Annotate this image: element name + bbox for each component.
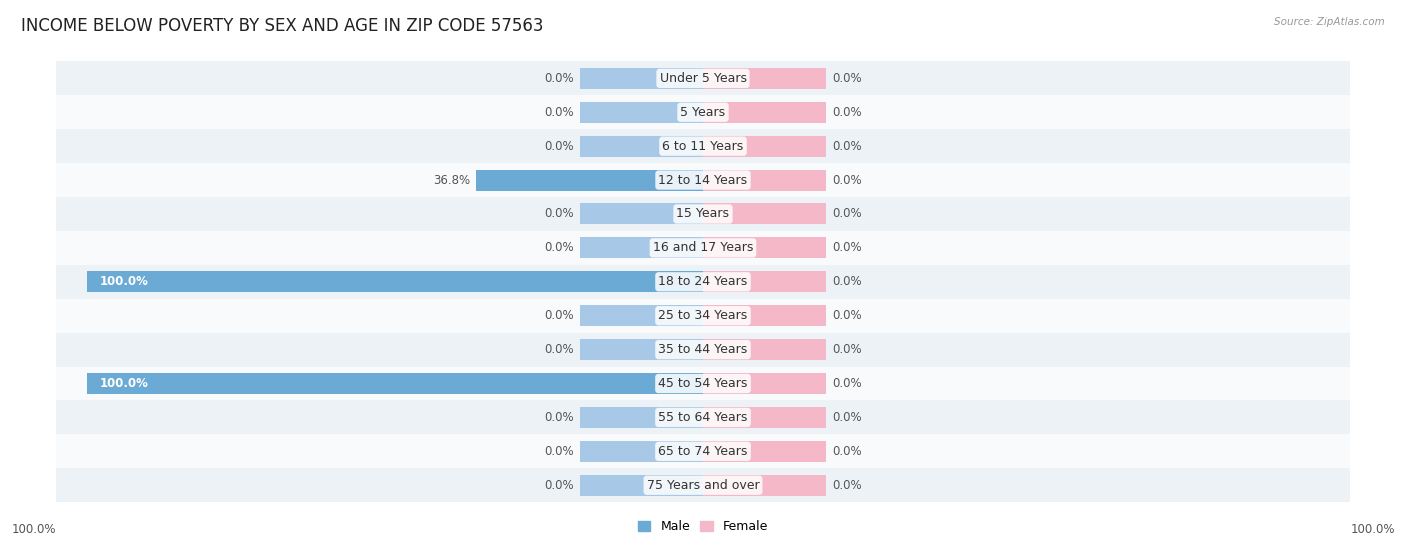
Text: 0.0%: 0.0% (832, 377, 862, 390)
Text: 0.0%: 0.0% (544, 208, 574, 220)
Bar (87, 271, 703, 292)
Bar (56, 333, 1350, 367)
Text: 0.0%: 0.0% (544, 343, 574, 356)
Bar (703, 102, 827, 123)
Bar (579, 237, 703, 258)
Text: 75 Years and over: 75 Years and over (647, 479, 759, 492)
Bar (579, 305, 703, 326)
Bar (56, 231, 1350, 265)
Bar (703, 204, 827, 224)
Text: 0.0%: 0.0% (544, 445, 574, 458)
Text: 0.0%: 0.0% (832, 479, 862, 492)
Bar (703, 441, 827, 462)
Text: 100.0%: 100.0% (1350, 523, 1395, 536)
Bar (703, 339, 827, 360)
Text: 100.0%: 100.0% (100, 377, 148, 390)
Text: 65 to 74 Years: 65 to 74 Years (658, 445, 748, 458)
Text: 0.0%: 0.0% (544, 309, 574, 322)
Text: 0.0%: 0.0% (544, 72, 574, 85)
Bar (56, 197, 1350, 231)
Text: 100.0%: 100.0% (11, 523, 56, 536)
Bar (703, 407, 827, 428)
Bar (579, 68, 703, 89)
Text: 0.0%: 0.0% (544, 242, 574, 254)
Bar (579, 204, 703, 224)
Text: Under 5 Years: Under 5 Years (659, 72, 747, 85)
Bar (703, 373, 827, 394)
Text: 0.0%: 0.0% (832, 174, 862, 186)
Bar (56, 299, 1350, 333)
Text: 36.8%: 36.8% (433, 174, 470, 186)
Text: 0.0%: 0.0% (544, 411, 574, 424)
Bar (56, 468, 1350, 502)
Legend: Male, Female: Male, Female (638, 521, 768, 533)
Text: 18 to 24 Years: 18 to 24 Years (658, 275, 748, 288)
Text: 5 Years: 5 Years (681, 106, 725, 119)
Bar (579, 136, 703, 157)
Text: 0.0%: 0.0% (832, 309, 862, 322)
Bar (703, 271, 827, 292)
Bar (56, 401, 1350, 434)
Bar (579, 339, 703, 360)
Text: 0.0%: 0.0% (832, 106, 862, 119)
Bar (56, 163, 1350, 197)
Text: 0.0%: 0.0% (832, 343, 862, 356)
Bar (703, 136, 827, 157)
Bar (703, 475, 827, 496)
Bar (579, 407, 703, 428)
Text: 0.0%: 0.0% (832, 242, 862, 254)
Bar (87, 373, 703, 394)
Text: 0.0%: 0.0% (832, 411, 862, 424)
Text: 12 to 14 Years: 12 to 14 Years (658, 174, 748, 186)
Text: 0.0%: 0.0% (832, 445, 862, 458)
Text: 100.0%: 100.0% (100, 275, 148, 288)
Bar (703, 68, 827, 89)
Bar (703, 237, 827, 258)
Text: 0.0%: 0.0% (832, 208, 862, 220)
Text: 16 and 17 Years: 16 and 17 Years (652, 242, 754, 254)
Text: 35 to 44 Years: 35 to 44 Years (658, 343, 748, 356)
Bar (56, 367, 1350, 401)
Bar (56, 129, 1350, 163)
Bar (703, 305, 827, 326)
Bar (579, 475, 703, 496)
Bar (56, 95, 1350, 129)
Bar (56, 265, 1350, 299)
Text: 0.0%: 0.0% (832, 72, 862, 85)
Bar (579, 441, 703, 462)
Text: 0.0%: 0.0% (544, 140, 574, 153)
Text: 15 Years: 15 Years (676, 208, 730, 220)
Text: 0.0%: 0.0% (832, 140, 862, 153)
Bar (56, 434, 1350, 468)
Text: Source: ZipAtlas.com: Source: ZipAtlas.com (1274, 17, 1385, 27)
Text: INCOME BELOW POVERTY BY SEX AND AGE IN ZIP CODE 57563: INCOME BELOW POVERTY BY SEX AND AGE IN Z… (21, 17, 544, 35)
Text: 55 to 64 Years: 55 to 64 Years (658, 411, 748, 424)
Text: 25 to 34 Years: 25 to 34 Years (658, 309, 748, 322)
Text: 6 to 11 Years: 6 to 11 Years (662, 140, 744, 153)
Text: 0.0%: 0.0% (544, 479, 574, 492)
Bar (579, 102, 703, 123)
Text: 0.0%: 0.0% (832, 275, 862, 288)
Bar (703, 170, 827, 191)
Bar (56, 61, 1350, 95)
Text: 45 to 54 Years: 45 to 54 Years (658, 377, 748, 390)
Text: 0.0%: 0.0% (544, 106, 574, 119)
Bar (477, 170, 703, 191)
